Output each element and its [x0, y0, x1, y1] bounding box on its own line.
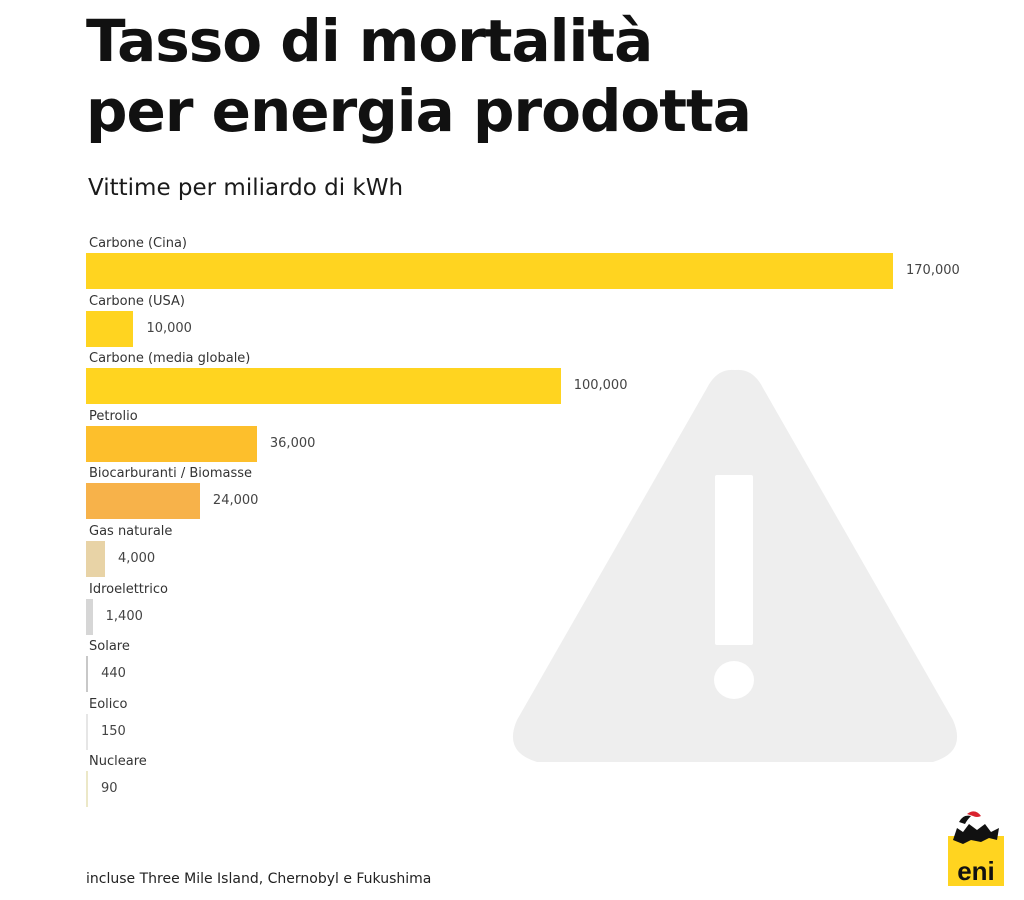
bar [86, 771, 88, 808]
value-label: 1,400 [105, 608, 143, 624]
category-label: Nucleare [89, 754, 147, 770]
eni-logo-text: eni [957, 856, 995, 886]
category-label: Carbone (media globale) [89, 351, 251, 367]
value-label: 150 [101, 723, 126, 739]
bar [86, 310, 134, 347]
bar [86, 368, 561, 405]
bar [86, 425, 257, 462]
bar [86, 483, 200, 520]
bar [86, 253, 893, 289]
bar [86, 656, 89, 693]
value-label: 24,000 [212, 493, 259, 509]
value-label: 10,000 [146, 320, 192, 336]
bar [86, 541, 105, 577]
category-label: Solare [89, 639, 130, 655]
category-label: Biocarburanti / Biomasse [89, 466, 252, 482]
warning-triangle-icon [512, 369, 958, 762]
value-label: 4,000 [117, 551, 156, 566]
value-label: 170,000 [906, 263, 960, 278]
category-label: Gas naturale [89, 524, 173, 539]
value-label: 100,000 [573, 378, 628, 394]
category-label: Eolico [89, 696, 128, 712]
category-label: Carbone (USA) [89, 293, 186, 309]
category-label: Idroelettrico [89, 581, 168, 597]
value-label: 36,000 [269, 435, 316, 451]
category-label: Petrolio [89, 408, 138, 424]
eni-dog-logo: eni [948, 811, 1004, 886]
value-label: 440 [101, 666, 126, 682]
chart-subtitle: Vittime per miliardo di kWh [88, 175, 404, 201]
bar [86, 713, 88, 750]
chart-title: Tasso di mortalità per energia prodotta [86, 6, 986, 146]
category-label: Carbone (Cina) [89, 236, 188, 251]
chart-title-line-2: per energia prodotta [86, 77, 752, 145]
footnote: incluse Three Mile Island, Chernobyl e F… [86, 871, 432, 887]
bar [86, 598, 93, 635]
value-label: 90 [101, 781, 118, 797]
chart-title-line-1: Tasso di mortalità [86, 7, 653, 75]
